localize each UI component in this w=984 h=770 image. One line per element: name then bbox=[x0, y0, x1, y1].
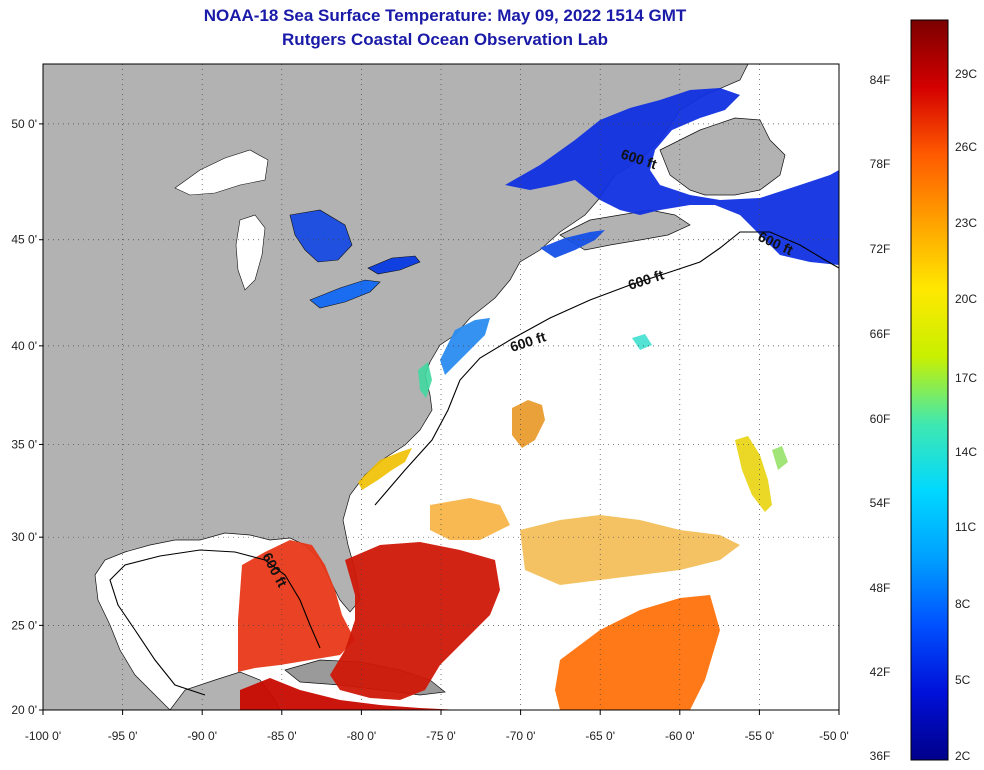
scale-label-c: 20C bbox=[955, 292, 977, 306]
scale-label-c: 17C bbox=[955, 371, 977, 385]
colorbar-fahrenheit-labels: 84F 78F 72F 66F 60F 54F 48F 42F 36F bbox=[870, 73, 891, 763]
scale-label-c: 8C bbox=[955, 597, 971, 611]
lat-tick-label: 40 0' bbox=[11, 339, 37, 353]
lon-tick-label: -80 0' bbox=[347, 729, 377, 743]
lat-tick-label: 30 0' bbox=[11, 530, 37, 544]
scale-label-f: 60F bbox=[870, 412, 891, 426]
scale-label-f: 84F bbox=[870, 73, 891, 87]
lon-tick-label: -60 0' bbox=[665, 729, 695, 743]
scale-label-f: 36F bbox=[870, 749, 891, 763]
lon-tick-label: -95 0' bbox=[108, 729, 138, 743]
longitude-axis: -100 0' -95 0' -90 0' -85 0' -80 0' -75 0' -70… bbox=[25, 710, 849, 743]
lake-ontario bbox=[367, 255, 421, 275]
lat-tick-label: 50 0' bbox=[11, 117, 37, 131]
isobath-600ft-gulf-line bbox=[109, 549, 321, 696]
scale-label-c: 11C bbox=[955, 520, 976, 534]
lat-tick-label: 45 0' bbox=[11, 233, 37, 247]
carolina-coastal-sst bbox=[358, 448, 412, 490]
florida-straits-sst bbox=[330, 542, 500, 700]
scale-label-c: 2C bbox=[955, 749, 971, 763]
scale-label-c: 29C bbox=[955, 67, 977, 81]
gulf-of-mexico-sst bbox=[238, 540, 355, 672]
scale-label-c: 26C bbox=[955, 140, 977, 154]
scale-label-f: 66F bbox=[870, 327, 891, 341]
lat-tick-label: 35 0' bbox=[11, 437, 37, 451]
gulf-of-maine-sst bbox=[540, 230, 605, 258]
scale-label-c: 14C bbox=[955, 445, 977, 459]
lon-tick-label: -100 0' bbox=[25, 729, 61, 743]
yellow-filament-sst bbox=[735, 436, 772, 512]
scale-label-f: 78F bbox=[870, 157, 891, 171]
caribbean-sst bbox=[240, 678, 460, 710]
mid-atlantic-coastal-sst bbox=[440, 318, 490, 375]
newfoundland-land bbox=[659, 117, 786, 196]
scale-label-c: 23C bbox=[955, 216, 977, 230]
scale-label-f: 48F bbox=[870, 581, 891, 595]
scale-label-c: 5C bbox=[955, 673, 971, 687]
gulf-stream-eddy-sst bbox=[512, 400, 545, 448]
cold-eddy-sst bbox=[632, 334, 652, 350]
colorbar bbox=[910, 19, 949, 761]
map-content bbox=[43, 64, 839, 710]
subtropical-orange-sst-2 bbox=[520, 515, 740, 585]
scale-label-f: 72F bbox=[870, 242, 891, 256]
subtropical-orange-sst bbox=[430, 498, 510, 540]
sargasso-warm-sst bbox=[555, 595, 720, 710]
lon-tick-label: -90 0' bbox=[187, 729, 217, 743]
yellow-green-filament-sst bbox=[772, 446, 788, 470]
chesapeake-sst bbox=[418, 362, 432, 398]
colorbar-celsius-labels: 29C 26C 23C 20C 17C 14C 11C 8C 5C 2C bbox=[955, 67, 977, 763]
lat-tick-label: 25 0' bbox=[11, 618, 37, 632]
lon-tick-label: -55 0' bbox=[745, 729, 775, 743]
lake-michigan bbox=[235, 214, 266, 291]
map-title: NOAA-18 Sea Surface Temperature: May 09,… bbox=[203, 6, 687, 25]
north-america-land bbox=[43, 64, 749, 710]
lon-tick-label: -85 0' bbox=[267, 729, 297, 743]
lake-erie bbox=[309, 279, 381, 309]
scale-label-f: 54F bbox=[870, 496, 891, 510]
lon-tick-label: -65 0' bbox=[585, 729, 615, 743]
scale-label-f: 42F bbox=[870, 665, 891, 679]
lon-tick-label: -70 0' bbox=[506, 729, 536, 743]
lat-tick-label: 20 0' bbox=[11, 703, 37, 717]
map-subtitle: Rutgers Coastal Ocean Observation Lab bbox=[282, 30, 608, 49]
lon-tick-label: -50 0' bbox=[819, 729, 849, 743]
isobath-600ft-line bbox=[374, 231, 839, 506]
lon-tick-label: -75 0' bbox=[426, 729, 456, 743]
st-lawrence-sst bbox=[505, 88, 839, 265]
latitude-axis: 50 0' 45 0' 40 0' 35 0' 30 0' 25 0' 20 0' bbox=[11, 117, 43, 717]
